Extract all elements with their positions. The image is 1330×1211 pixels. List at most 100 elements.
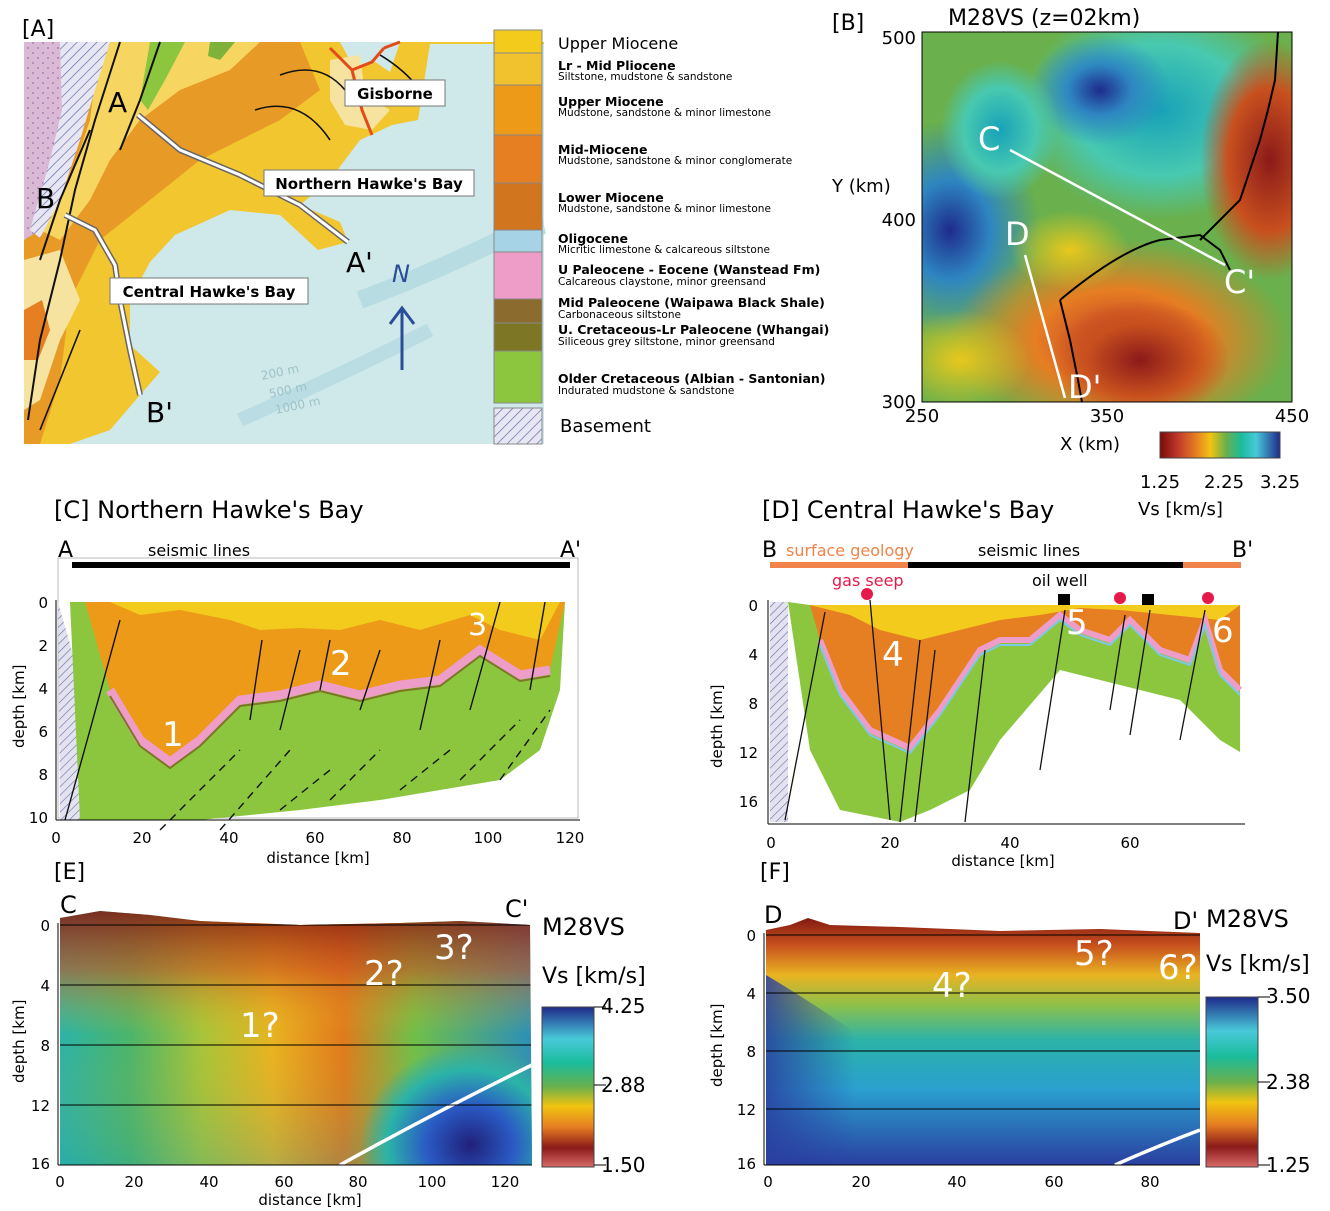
legend-lower-miocene-desc: Mudstone, sandstone & minor limestone: [558, 203, 771, 215]
section-line-c: [1009, 148, 1226, 267]
point-a: A: [108, 86, 127, 119]
marker-1-query: 1?: [240, 1006, 280, 1046]
surface-geology-label: surface geology: [786, 541, 914, 560]
e-xtick-60: 60: [274, 1173, 293, 1191]
legend-wanstead: U Paleocene - Eocene (Wanstead Fm): [558, 262, 820, 277]
gas-seep-icon: [1202, 592, 1214, 604]
colorbar-e-tick-mid: 2.88: [601, 1073, 646, 1097]
e-xtick-120: 120: [491, 1173, 520, 1191]
d-ytick-16: 16: [739, 793, 758, 811]
c-ytick-8: 8: [38, 766, 48, 784]
marker-4: 4: [882, 635, 904, 675]
e-ytick-0: 0: [40, 917, 50, 935]
seismic-lines-label-d: seismic lines: [978, 541, 1080, 560]
f-xtick-60: 60: [1044, 1173, 1063, 1191]
legend-whangai-desc: Siliceous grey siltstone, minor greensan…: [558, 336, 775, 348]
north-arrow-icon: [388, 305, 416, 370]
d-xtick-40: 40: [1000, 834, 1019, 852]
colorbar-f-tick-min: 1.25: [1266, 1153, 1311, 1177]
legend-lower-miocene: Lower Miocene: [558, 190, 664, 205]
geology-legend: Upper Miocene Lr - Mid Pliocene Siltston…: [493, 29, 829, 445]
point-d-prime: D': [1068, 368, 1101, 406]
legend-mid-pliocene: Lr - Mid Pliocene: [558, 58, 676, 73]
c-xtick-80: 80: [392, 829, 411, 847]
y-tick-500: 500: [882, 28, 916, 49]
colorbar-e-tick-min: 1.50: [601, 1153, 646, 1177]
label-central-hawkes-bay: Central Hawke's Bay: [123, 283, 296, 301]
legend-older-cretaceous: Older Cretaceous (Albian - Santonian): [558, 371, 826, 386]
c-ytick-0: 0: [38, 594, 48, 612]
panel-e: [E] C C' 1? 2? 3? M28VS Vs [km/s] 4.25 2…: [10, 860, 646, 1209]
panel-a: [A] Gisborne Northern Ha: [22, 17, 829, 445]
panel-d-title: [D] Central Hawke's Bay: [762, 496, 1054, 524]
e-xtick-100: 100: [418, 1173, 447, 1191]
marker-6: 6: [1212, 611, 1234, 651]
e-ytick-12: 12: [31, 1097, 50, 1115]
y-axis-label: Y (km): [831, 176, 891, 197]
e-xtick-40: 40: [199, 1173, 218, 1191]
x-tick-450: 450: [1275, 406, 1309, 427]
d-ytick-4: 4: [748, 646, 758, 664]
panel-b-title: M28VS (z=02km): [948, 6, 1140, 31]
marker-2: 2: [330, 644, 352, 684]
e-ytick-16: 16: [31, 1155, 50, 1173]
velocity-section-f: [766, 918, 1200, 1165]
velocity-map: [922, 32, 1292, 402]
seismic-lines-bar-d: [908, 562, 1183, 568]
colorbar-b-tick-1: 1.25: [1140, 472, 1180, 493]
oil-well-label: oil well: [1032, 571, 1088, 590]
legend-older-cretaceous-desc: Indurated mudstone & sandstone: [558, 385, 734, 397]
panel-d: [D] Central Hawke's Bay B B' surface geo…: [708, 496, 1253, 870]
legend-waipawa: Mid Paleocene (Waipawa Black Shale): [558, 295, 825, 310]
e-ytick-4: 4: [40, 977, 50, 995]
oil-well-icon: [1142, 594, 1154, 605]
oil-well-icon: [1058, 594, 1070, 605]
marker-5-query: 5?: [1074, 934, 1114, 974]
c-ytick-10: 10: [29, 809, 48, 827]
legend-basement: Basement: [560, 416, 651, 437]
panel-a-label: [A]: [22, 17, 54, 42]
e-xtick-0: 0: [55, 1173, 65, 1191]
d-ytick-0: 0: [748, 597, 758, 615]
panel-f-end: D': [1173, 907, 1198, 935]
colorbar-f: [1205, 996, 1259, 1168]
legend-oligocene: Oligocene: [558, 231, 628, 246]
legend-upper-miocene-2: Upper Miocene: [558, 94, 664, 109]
colorbar-e: [541, 1006, 595, 1168]
c-xtick-60: 60: [305, 829, 324, 847]
panel-e-end: C': [505, 895, 528, 923]
f-xtick-40: 40: [947, 1173, 966, 1191]
panel-f: [F] D D' 4? 5? 6? M28VS Vs [km/s] 3.50 2…: [708, 860, 1311, 1191]
f-ytick-16: 16: [737, 1155, 756, 1173]
panel-c-title: [C] Northern Hawke's Bay: [54, 496, 364, 524]
d-xtick-60: 60: [1120, 834, 1139, 852]
f-ytick-8: 8: [746, 1043, 756, 1061]
seismic-lines-bar: [72, 562, 570, 569]
gas-seep-icon: [1114, 592, 1126, 604]
point-c: C: [978, 120, 1000, 158]
x-tick-350: 350: [1090, 406, 1124, 427]
cross-section-c: [58, 568, 575, 831]
colorbar-b-tick-3: 3.25: [1260, 472, 1300, 493]
geologic-map: Gisborne Northern Hawke's Bay Central Ha…: [24, 40, 546, 444]
surface-geology-bar-left: [770, 562, 908, 568]
panel-f-label: [F]: [760, 860, 790, 885]
y-tick-300: 300: [882, 392, 916, 413]
north-label: N: [392, 260, 410, 288]
legend-upper-miocene-2-desc: Mudstone, sandstone & minor limestone: [558, 107, 771, 119]
f-ytick-0: 0: [746, 927, 756, 945]
panel-c-end: A': [560, 538, 581, 563]
marker-2-query: 2?: [364, 954, 404, 994]
panel-f-model: M28VS: [1206, 905, 1289, 933]
f-xtick-80: 80: [1140, 1173, 1159, 1191]
label-northern-hawkes-bay: Northern Hawke's Bay: [275, 175, 463, 193]
velocity-section-e: [60, 911, 532, 1165]
legend-mid-miocene: Mid-Miocene: [558, 142, 647, 157]
colorbar-b: [1159, 431, 1281, 459]
legend-upper-miocene: Upper Miocene: [558, 34, 678, 53]
gas-seep-icon: [861, 588, 873, 600]
legend-whangai: U. Cretaceous-Lr Paleocene (Whangai): [558, 322, 829, 337]
f-xtick-0: 0: [763, 1173, 773, 1191]
c-ytick-2: 2: [38, 637, 48, 655]
marker-6-query: 6?: [1158, 948, 1198, 988]
